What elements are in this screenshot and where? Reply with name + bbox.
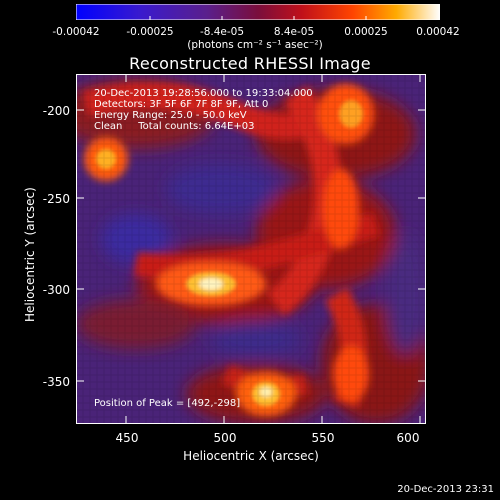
peak-position-annotation: Position of Peak = [492,-298] bbox=[94, 398, 241, 409]
colorbar-tick-label: 0.00025 bbox=[344, 26, 388, 38]
plot-title: Reconstructed RHESSI Image bbox=[129, 54, 371, 73]
x-tick-label: 500 bbox=[213, 431, 237, 445]
energy-range-annotation: Energy Range: 25.0 - 50.0 keV bbox=[94, 110, 247, 121]
colorbar-tick-label: 0.00042 bbox=[416, 26, 460, 38]
colorbar-tick-label: -0.00025 bbox=[126, 26, 174, 38]
x-tick-label: 450 bbox=[115, 431, 139, 445]
y-axis-label: Heliocentric Y (arcsec) bbox=[23, 187, 37, 322]
y-tick-label: -250 bbox=[42, 192, 70, 206]
x-tick-label: 550 bbox=[311, 431, 335, 445]
detectors-annotation: Detectors: 3F 5F 6F 7F 8F 9F, Att 0 bbox=[94, 99, 269, 110]
colorbar bbox=[76, 4, 440, 20]
y-tick-label: -350 bbox=[42, 375, 70, 389]
rhessi-heatmap bbox=[76, 74, 426, 424]
time-range-annotation: 20-Dec-2013 19:28:56.000 to 19:33:04.000 bbox=[94, 88, 313, 99]
render-timestamp: 20-Dec-2013 23:31 bbox=[397, 484, 494, 495]
clean-annotation: Clean Total counts: 6.64E+03 bbox=[94, 121, 255, 132]
colorbar-tick-label: 8.4e-05 bbox=[273, 26, 315, 38]
x-axis-label: Heliocentric X (arcsec) bbox=[183, 449, 319, 463]
y-tick-label: -200 bbox=[42, 104, 70, 118]
colorbar-units: (photons cm⁻² s⁻¹ asec⁻²) bbox=[187, 39, 323, 51]
colorbar-tick-label: -8.4e-05 bbox=[199, 26, 245, 38]
x-tick-label: 600 bbox=[396, 431, 420, 445]
y-tick-label: -300 bbox=[42, 283, 70, 297]
colorbar-tick-label: -0.00042 bbox=[52, 26, 100, 38]
rhessi-image-plot bbox=[76, 74, 426, 424]
